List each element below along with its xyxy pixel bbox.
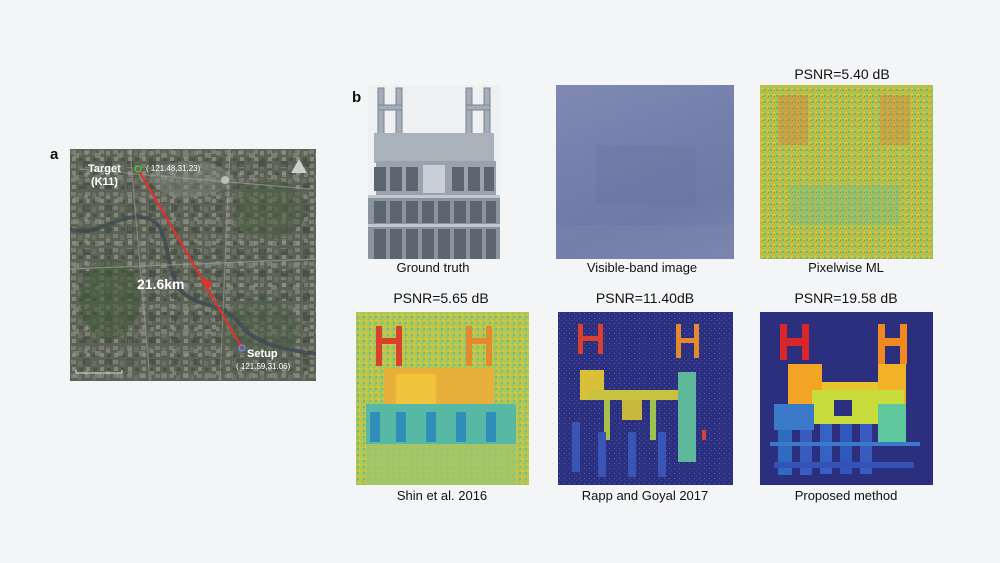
distance-label: 21.6km — [137, 276, 185, 292]
route-arrow-icon — [203, 277, 213, 290]
satellite-map: Target (K11) ( 121.48,31.23) 21.6km Setu… — [70, 149, 316, 381]
panel-b-letter: b — [352, 89, 362, 106]
ground-truth-image — [368, 85, 500, 259]
target-marker-icon — [134, 165, 142, 173]
caption-proposed: Proposed method — [794, 488, 898, 503]
proposed-method-image — [760, 312, 933, 485]
caption-rapp: Rapp and Goyal 2017 — [581, 488, 709, 503]
psnr-pixelwise: PSNR=5.40 dB — [794, 66, 890, 82]
caption-visible-band: Visible-band image — [586, 260, 698, 275]
setup-coords: ( 121.59,31.06) — [236, 362, 291, 371]
target-sublabel: (K11) — [90, 176, 118, 188]
caption-pixelwise: Pixelwise ML — [808, 260, 884, 275]
shin-2016-image — [356, 312, 529, 485]
psnr-shin: PSNR=5.65 dB — [393, 290, 489, 306]
target-label: Target — [88, 163, 121, 175]
caption-shin: Shin et al. 2016 — [396, 488, 488, 503]
caption-ground-truth: Ground truth — [396, 260, 470, 275]
pixelwise-ml-image — [760, 85, 933, 259]
target-label-block: Target (K11) — [88, 163, 121, 189]
route-line — [137, 168, 243, 349]
triangle-logo-icon — [291, 159, 307, 173]
psnr-rapp: PSNR=11.40dB — [595, 290, 695, 306]
rapp-goyal-image — [558, 312, 733, 485]
panel-a-letter: a — [50, 146, 59, 163]
target-coords: ( 121.48,31.23) — [146, 164, 201, 173]
setup-marker-icon — [238, 344, 246, 352]
psnr-proposed: PSNR=19.58 dB — [794, 290, 898, 306]
setup-label: Setup — [247, 348, 278, 360]
visible-band-image — [556, 85, 734, 259]
